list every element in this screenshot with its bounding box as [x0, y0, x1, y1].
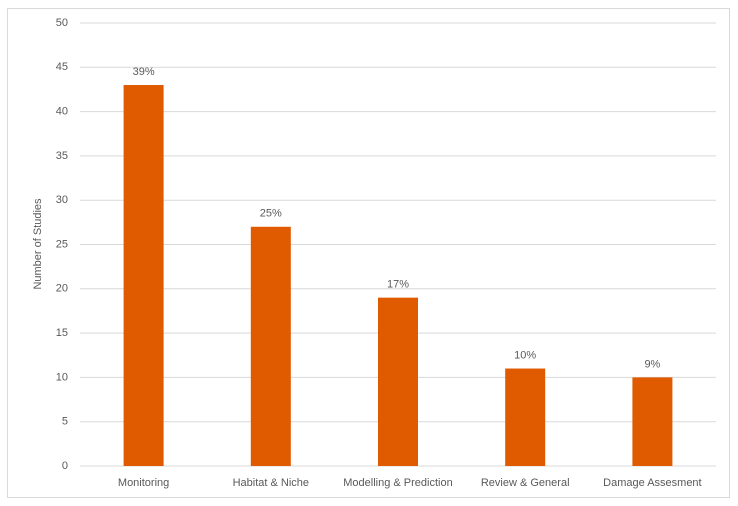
y-tick-label: 10 — [56, 371, 68, 383]
annotation: 9% — [644, 358, 660, 370]
annotation: 17% — [387, 279, 409, 291]
x-tick-label: Modelling & Prediction — [343, 477, 452, 489]
x-tick-label: Damage Assesment — [603, 477, 701, 489]
x-tick-label: Review & General — [481, 477, 570, 489]
bar — [378, 297, 418, 466]
y-tick-label: 25 — [56, 238, 68, 250]
y-tick-label: 5 — [62, 416, 68, 428]
annotation: 39% — [133, 66, 155, 78]
bar — [505, 368, 546, 466]
y-tick-label: 50 — [56, 17, 68, 29]
y-axis-title: Number of Studies — [32, 198, 44, 290]
chart-border — [7, 8, 730, 498]
y-tick-label: 30 — [56, 194, 68, 206]
bar — [250, 226, 291, 466]
y-tick-label: 15 — [56, 327, 68, 339]
y-tick-label: 0 — [62, 460, 68, 472]
y-tick-label: 40 — [56, 106, 68, 118]
bar — [123, 85, 164, 467]
annotation: 25% — [260, 208, 282, 220]
annotation: 10% — [514, 349, 536, 361]
bar — [632, 377, 673, 466]
y-tick-label: 35 — [56, 150, 68, 162]
y-tick-label: 20 — [56, 283, 68, 295]
x-tick-label: Habitat & Niche — [233, 477, 309, 489]
x-tick-label: Monitoring — [118, 477, 169, 489]
y-tick-label: 45 — [56, 61, 68, 73]
